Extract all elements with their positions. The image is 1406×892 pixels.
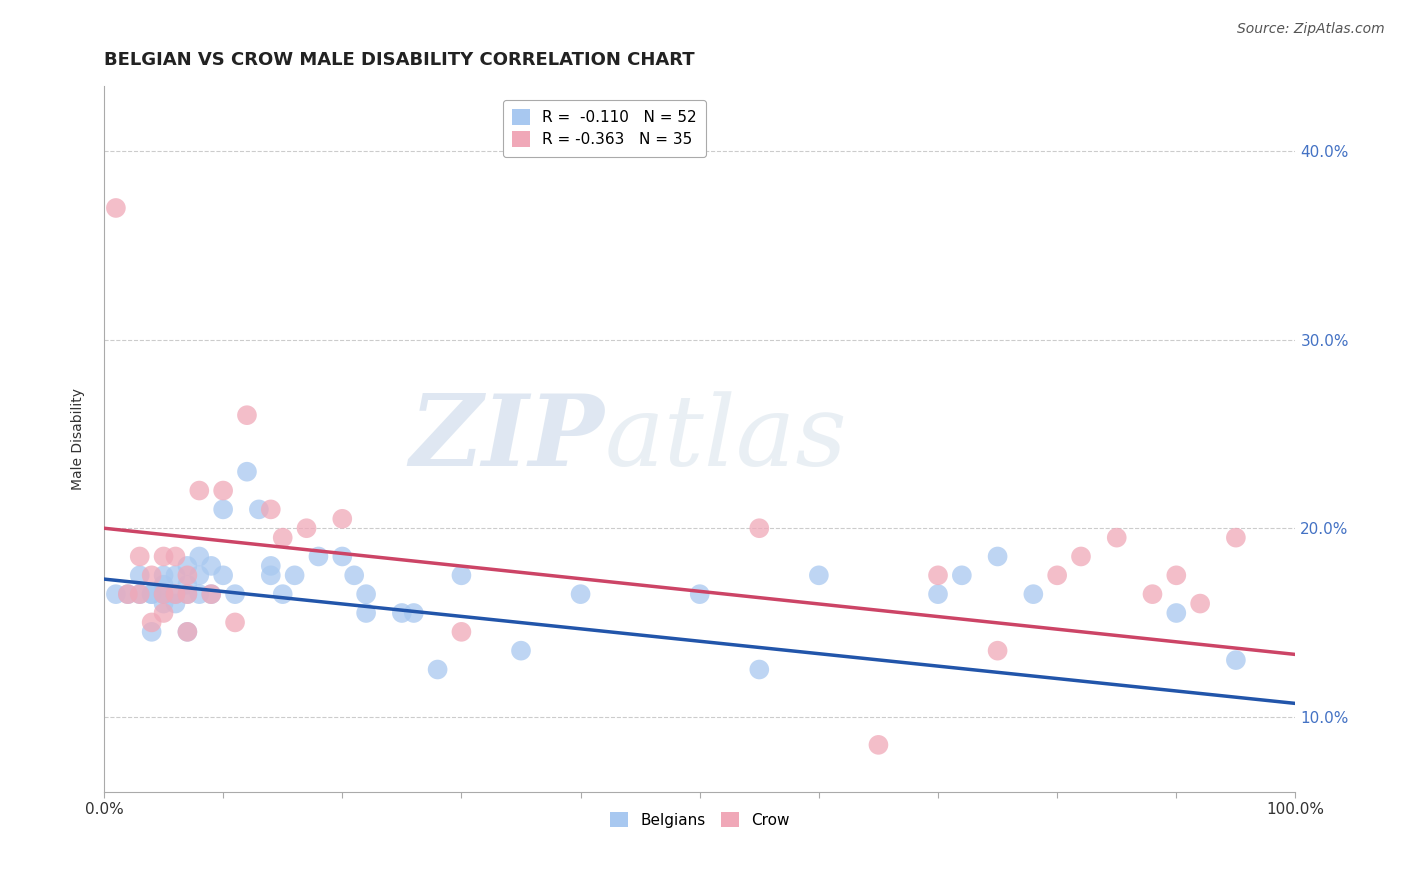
Point [165, 549, 187, 564]
Point [188, 568, 211, 582]
Point [224, 587, 246, 601]
Point [141, 587, 163, 601]
Point [152, 568, 174, 582]
Point [748, 521, 770, 535]
Point [927, 568, 949, 582]
Point [260, 568, 283, 582]
Point [402, 606, 425, 620]
Legend: Belgians, Crow: Belgians, Crow [603, 805, 796, 834]
Point [868, 738, 890, 752]
Point [689, 587, 711, 601]
Point [1105, 531, 1128, 545]
Point [176, 578, 198, 592]
Point [1022, 587, 1045, 601]
Point [1046, 568, 1069, 582]
Point [1142, 587, 1164, 601]
Point [176, 587, 198, 601]
Point [188, 587, 211, 601]
Text: ZIP: ZIP [409, 391, 605, 487]
Point [128, 587, 150, 601]
Point [260, 502, 283, 516]
Point [152, 549, 174, 564]
Point [141, 568, 163, 582]
Point [1189, 597, 1212, 611]
Point [152, 587, 174, 601]
Point [748, 663, 770, 677]
Point [271, 531, 294, 545]
Point [200, 587, 222, 601]
Point [236, 408, 259, 422]
Point [391, 606, 413, 620]
Y-axis label: Male Disability: Male Disability [72, 388, 86, 490]
Point [128, 549, 150, 564]
Point [104, 201, 127, 215]
Text: BELGIAN VS CROW MALE DISABILITY CORRELATION CHART: BELGIAN VS CROW MALE DISABILITY CORRELAT… [104, 51, 695, 69]
Point [1070, 549, 1092, 564]
Point [236, 465, 259, 479]
Point [330, 549, 353, 564]
Point [1225, 653, 1247, 667]
Point [987, 549, 1010, 564]
Point [165, 587, 187, 601]
Point [200, 558, 222, 573]
Point [330, 512, 353, 526]
Point [450, 568, 472, 582]
Point [1225, 531, 1247, 545]
Point [188, 483, 211, 498]
Point [176, 558, 198, 573]
Point [152, 606, 174, 620]
Point [927, 587, 949, 601]
Point [212, 568, 235, 582]
Point [284, 568, 307, 582]
Point [426, 663, 449, 677]
Point [200, 587, 222, 601]
Point [987, 643, 1010, 657]
Point [128, 587, 150, 601]
Point [212, 483, 235, 498]
Point [247, 502, 270, 516]
Point [271, 587, 294, 601]
Point [807, 568, 830, 582]
Point [188, 549, 211, 564]
Point [354, 606, 377, 620]
Point [104, 587, 127, 601]
Point [510, 643, 533, 657]
Point [307, 549, 329, 564]
Point [117, 587, 139, 601]
Point [354, 587, 377, 601]
Point [128, 568, 150, 582]
Point [165, 568, 187, 582]
Text: atlas: atlas [605, 391, 848, 486]
Point [295, 521, 318, 535]
Point [152, 578, 174, 592]
Point [117, 587, 139, 601]
Point [950, 568, 973, 582]
Point [176, 587, 198, 601]
Point [141, 587, 163, 601]
Point [176, 624, 198, 639]
Point [176, 568, 198, 582]
Point [165, 597, 187, 611]
Point [152, 587, 174, 601]
Point [152, 597, 174, 611]
Point [176, 624, 198, 639]
Point [141, 624, 163, 639]
Point [569, 587, 592, 601]
Point [165, 587, 187, 601]
Point [141, 615, 163, 630]
Point [1166, 606, 1188, 620]
Point [224, 615, 246, 630]
Point [450, 624, 472, 639]
Point [212, 502, 235, 516]
Text: Source: ZipAtlas.com: Source: ZipAtlas.com [1237, 22, 1385, 37]
Point [343, 568, 366, 582]
Point [1166, 568, 1188, 582]
Point [260, 558, 283, 573]
